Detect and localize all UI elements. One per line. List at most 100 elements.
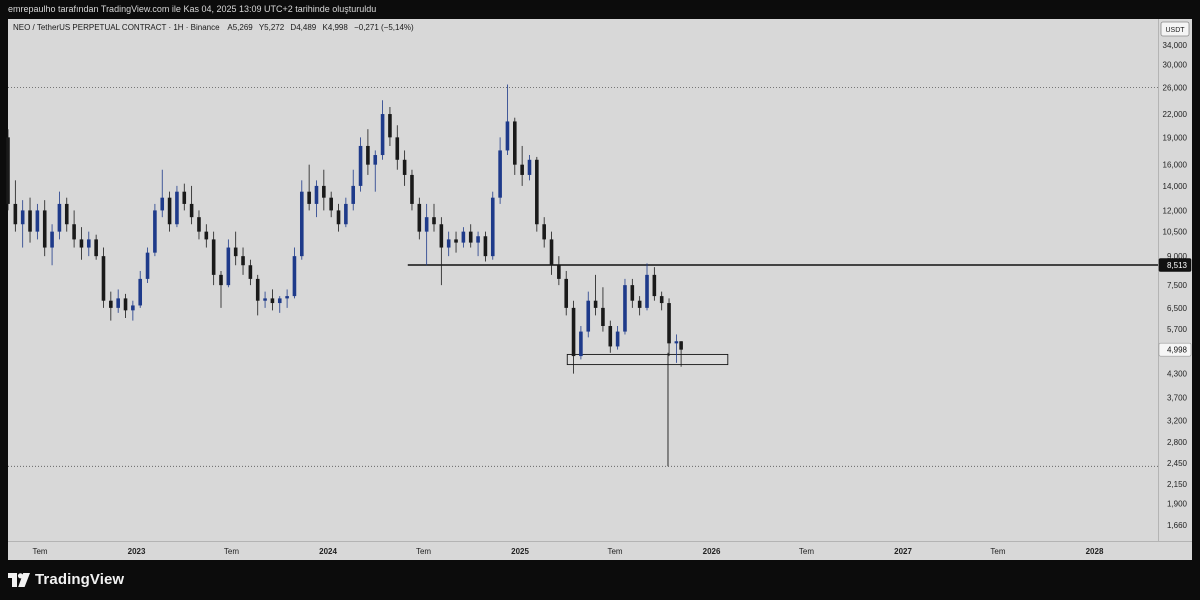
candle[interactable] [277,296,282,313]
candle[interactable] [579,325,583,360]
candle[interactable] [454,231,458,253]
candle[interactable] [667,298,671,357]
candle[interactable] [211,231,216,286]
time-axis[interactable] [8,541,1192,560]
currency-badge[interactable] [1160,21,1190,37]
candle[interactable] [645,263,649,311]
candle[interactable] [659,291,664,311]
candle[interactable] [652,267,657,301]
candle[interactable] [410,169,414,211]
candle[interactable] [270,289,275,311]
candle[interactable] [608,320,613,353]
candle[interactable] [476,231,480,257]
candle[interactable] [13,180,18,232]
candle[interactable] [395,125,400,170]
candle[interactable] [388,106,392,146]
candle[interactable] [189,185,194,225]
candle[interactable] [505,84,510,156]
candle[interactable] [285,289,289,308]
candle[interactable] [131,300,135,321]
candle[interactable] [263,291,267,308]
candle[interactable] [498,137,502,204]
candle[interactable] [79,227,84,260]
candle[interactable] [28,197,32,243]
candle[interactable] [94,234,98,260]
candle[interactable] [197,210,201,240]
candle[interactable] [64,197,69,232]
candle[interactable] [322,169,326,211]
candle[interactable] [204,224,209,248]
candle[interactable] [6,129,10,211]
candle[interactable] [366,129,370,175]
candle[interactable] [483,231,488,262]
candle[interactable] [586,291,591,338]
support-zone-box[interactable] [566,353,729,366]
candle[interactable] [542,217,546,248]
candle[interactable] [402,150,407,186]
resistance-price-label[interactable]: 8,513 [1158,258,1192,272]
candle[interactable] [358,137,363,192]
candle[interactable] [241,247,245,275]
candle[interactable] [439,217,444,286]
candle[interactable] [167,191,172,232]
candle[interactable] [679,341,683,367]
candle[interactable] [490,191,495,260]
candle[interactable] [527,155,532,181]
last-price-label[interactable]: 4,998 [1158,342,1192,357]
candle[interactable] [123,293,128,318]
candle[interactable] [233,231,238,266]
candle[interactable] [432,203,436,232]
candle[interactable] [307,164,311,211]
candle[interactable] [299,180,304,260]
candle[interactable] [674,334,679,363]
candle[interactable] [314,180,319,218]
candle[interactable] [571,300,576,374]
candle[interactable] [637,296,642,316]
candle[interactable] [72,210,76,248]
candle[interactable] [344,197,348,228]
plot-area[interactable] [8,19,1158,541]
candle[interactable] [535,156,539,232]
candle[interactable] [630,278,635,308]
price-axis[interactable] [1158,19,1192,541]
candle[interactable] [417,197,422,240]
candle[interactable] [380,100,385,160]
candle[interactable] [86,231,91,257]
candle[interactable] [219,270,223,308]
candle[interactable] [593,274,598,316]
candle[interactable] [520,145,524,186]
candle[interactable] [35,203,40,240]
candle[interactable] [20,200,25,248]
candle[interactable] [623,278,627,335]
candle[interactable] [292,247,297,299]
candle[interactable] [57,191,62,240]
candle[interactable] [461,227,466,248]
candle[interactable] [42,200,47,257]
candle[interactable] [145,247,150,284]
candle[interactable] [373,150,378,192]
candle[interactable] [182,183,187,211]
candle[interactable] [424,203,429,266]
candle[interactable] [160,169,165,218]
candle[interactable] [446,231,451,257]
candle[interactable] [248,259,253,286]
candle[interactable] [512,117,517,175]
candle[interactable] [351,169,356,211]
candle[interactable] [329,191,333,218]
tradingview-logo[interactable]: TradingView [8,571,124,588]
candle[interactable] [336,203,341,232]
candle[interactable] [116,289,120,313]
candle[interactable] [50,224,54,266]
candle[interactable] [255,274,260,316]
candle[interactable] [549,231,554,275]
candle[interactable] [615,325,620,350]
candle[interactable] [601,287,605,332]
candle[interactable] [564,270,569,316]
candle[interactable] [468,224,473,248]
candle[interactable] [138,270,143,308]
candle[interactable] [175,185,179,228]
candle[interactable] [557,256,561,286]
candle[interactable] [226,239,231,288]
candle[interactable] [153,203,157,257]
